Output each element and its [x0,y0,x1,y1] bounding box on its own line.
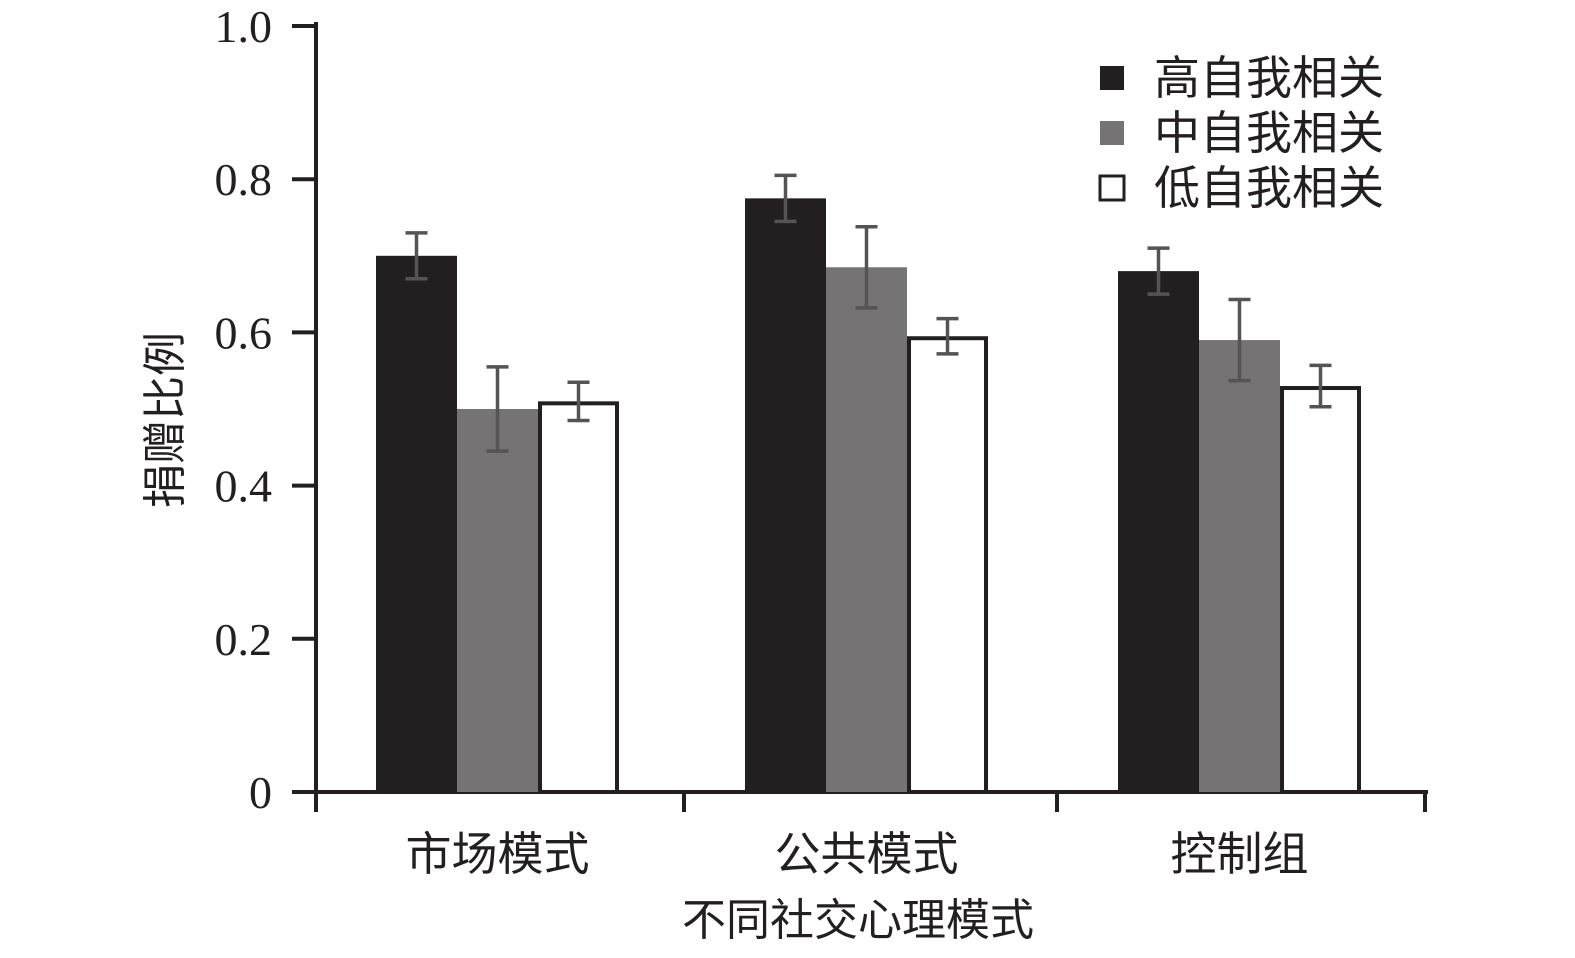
legend-swatch [1100,121,1124,145]
bars [376,173,1361,794]
x-category-label: 市场模式 [406,827,590,881]
y-tick-label: 1.0 [215,1,273,52]
bar [907,336,988,794]
y-axis-title: 捐赠比例 [140,332,191,508]
y-ticks: 0 0.2 0.4 0.6 0.8 1.0 [215,1,316,818]
bar [745,198,826,793]
y-tick-label: 0.2 [215,614,273,665]
bar [538,401,619,794]
y-tick-label: 0.4 [215,461,273,512]
bar [826,267,907,792]
bar [1280,386,1361,794]
x-category-label: 控制组 [1171,827,1309,881]
legend-swatch [1098,174,1126,202]
bar [1118,271,1199,792]
bar [376,255,457,793]
y-tick-label: 0.6 [215,307,273,358]
legend-label: 低自我相关 [1154,161,1384,215]
x-category-label: 公共模式 [775,827,959,881]
bar [1199,340,1280,792]
x-axis-title: 不同社交心理模式 [682,895,1034,946]
bar [457,409,538,792]
legend-label: 中自我相关 [1154,106,1384,160]
y-tick-label: 0 [249,767,272,818]
y-tick-label: 0.8 [215,154,273,205]
legend-label: 高自我相关 [1154,51,1384,105]
x-ticks: 市场模式 公共模式 控制组 [314,792,1427,881]
legend-swatch [1100,66,1124,90]
